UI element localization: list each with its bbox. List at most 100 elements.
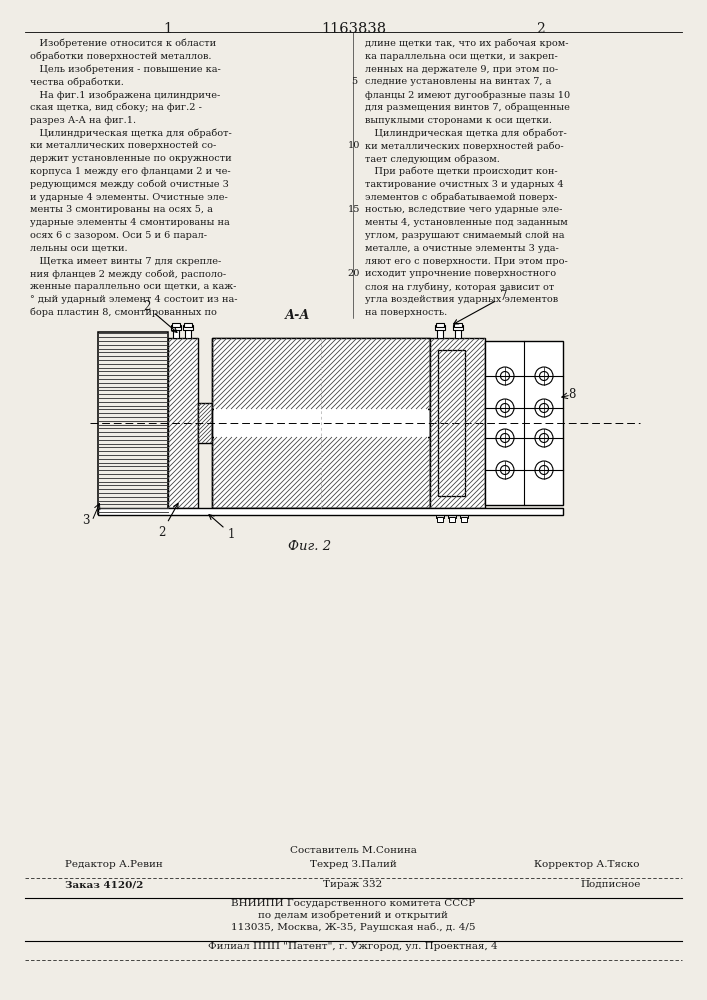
Text: исходит упрочнение поверхностного: исходит упрочнение поверхностного: [365, 269, 556, 278]
Text: обработки поверхностей металлов.: обработки поверхностей металлов.: [30, 52, 211, 61]
Text: Щетка имеет винты 7 для скрепле-: Щетка имеет винты 7 для скрепле-: [30, 257, 221, 266]
Bar: [198, 403, 212, 443]
Text: ляют его с поверхности. При этом про-: ляют его с поверхности. При этом про-: [365, 257, 568, 266]
Text: корпуса 1 между его фланцами 2 и че-: корпуса 1 между его фланцами 2 и че-: [30, 167, 230, 176]
Text: 7: 7: [453, 290, 508, 324]
Text: Филиал ППП "Патент", г. Ужгород, ул. Проектная, 4: Филиал ППП "Патент", г. Ужгород, ул. Про…: [208, 942, 498, 951]
Bar: [436, 323, 444, 327]
Bar: [98, 508, 563, 515]
Circle shape: [496, 399, 514, 417]
Text: углом, разрушают снимаемый слой на: углом, разрушают снимаемый слой на: [365, 231, 564, 240]
Text: редующимся между собой очистные 3: редующимся между собой очистные 3: [30, 180, 229, 189]
Text: 113035, Москва, Ж-35, Раушская наб., д. 4/5: 113035, Москва, Ж-35, Раушская наб., д. …: [230, 922, 475, 932]
Text: для размещения винтов 7, обращенные: для размещения винтов 7, обращенные: [365, 103, 570, 112]
Circle shape: [535, 399, 553, 417]
Text: на поверхность.: на поверхность.: [365, 308, 448, 317]
Text: Заказ 4120/2: Заказ 4120/2: [65, 880, 144, 889]
Bar: [212, 338, 430, 508]
Bar: [437, 328, 443, 338]
Text: 5: 5: [351, 77, 357, 86]
Text: ки металлических поверхностей рабо-: ки металлических поверхностей рабо-: [365, 141, 563, 151]
Text: чества обработки.: чества обработки.: [30, 77, 124, 87]
Text: 2: 2: [143, 300, 177, 332]
Bar: [436, 510, 444, 518]
Text: Техред З.Палий: Техред З.Палий: [310, 860, 397, 869]
Text: 1163838: 1163838: [321, 22, 386, 36]
Text: металле, а очистные элементы 3 уда-: металле, а очистные элементы 3 уда-: [365, 244, 559, 253]
Text: ностью, вследствие чего ударные эле-: ностью, вследствие чего ударные эле-: [365, 205, 562, 214]
Text: выпуклыми сторонами к оси щетки.: выпуклыми сторонами к оси щетки.: [365, 116, 552, 125]
Bar: [183, 325, 193, 330]
Text: слоя на глубину, которая зависит от: слоя на глубину, которая зависит от: [365, 282, 554, 292]
Text: 3: 3: [82, 514, 90, 527]
Text: При работе щетки происходит кон-: При работе щетки происходит кон-: [365, 167, 558, 176]
Circle shape: [535, 461, 553, 479]
Text: 1: 1: [163, 22, 173, 36]
Bar: [212, 437, 430, 508]
Bar: [438, 350, 465, 496]
Circle shape: [496, 429, 514, 447]
Text: держит установленные по окружности: держит установленные по окружности: [30, 154, 232, 163]
Bar: [172, 323, 180, 327]
Text: Тираж 332: Тираж 332: [323, 880, 382, 889]
Circle shape: [496, 367, 514, 385]
Bar: [437, 517, 443, 522]
Text: тает следующим образом.: тает следующим образом.: [365, 154, 500, 164]
Bar: [455, 328, 461, 338]
Bar: [171, 325, 181, 330]
Text: осях 6 с зазором. Оси 5 и 6 парал-: осях 6 с зазором. Оси 5 и 6 парал-: [30, 231, 207, 240]
Bar: [173, 328, 179, 338]
Text: ния фланцев 2 между собой, располо-: ния фланцев 2 между собой, располо-: [30, 269, 226, 279]
Bar: [460, 510, 468, 518]
Text: тактирование очистных 3 и ударных 4: тактирование очистных 3 и ударных 4: [365, 180, 563, 189]
Circle shape: [496, 461, 514, 479]
Bar: [168, 338, 198, 508]
Text: 8: 8: [568, 388, 575, 401]
Text: Подписное: Подписное: [580, 880, 641, 889]
Text: Корректор А.Тяско: Корректор А.Тяско: [534, 860, 640, 869]
Bar: [185, 328, 191, 338]
Text: и ударные 4 элементы. Очистные эле-: и ударные 4 элементы. Очистные эле-: [30, 193, 228, 202]
Text: менты 3 смонтированы на осях 5, а: менты 3 смонтированы на осях 5, а: [30, 205, 213, 214]
Bar: [98, 332, 168, 514]
Bar: [461, 517, 467, 522]
Text: 2: 2: [536, 22, 544, 36]
Bar: [449, 517, 455, 522]
Text: 10: 10: [348, 141, 360, 150]
Text: бора пластин 8, смонтированных по: бора пластин 8, смонтированных по: [30, 308, 217, 317]
Text: длине щетки так, что их рабочая кром-: длине щетки так, что их рабочая кром-: [365, 39, 568, 48]
Text: фланцы 2 имеют дугообразные пазы 10: фланцы 2 имеют дугообразные пазы 10: [365, 90, 570, 100]
Text: ленных на держателе 9, при этом по-: ленных на держателе 9, при этом по-: [365, 65, 558, 74]
Text: ки металлических поверхностей со-: ки металлических поверхностей со-: [30, 141, 216, 150]
Bar: [212, 338, 430, 409]
Text: ская щетка, вид сбоку; на фиг.2 -: ская щетка, вид сбоку; на фиг.2 -: [30, 103, 202, 112]
Text: ударные элементы 4 смонтированы на: ударные элементы 4 смонтированы на: [30, 218, 230, 227]
Bar: [485, 341, 563, 505]
Text: 2: 2: [158, 504, 178, 539]
Bar: [453, 325, 463, 330]
Circle shape: [535, 367, 553, 385]
Text: по делам изобретений и открытий: по делам изобретений и открытий: [258, 910, 448, 920]
Text: Цилиндрическая щетка для обработ-: Цилиндрическая щетка для обработ-: [365, 129, 567, 138]
Text: 1: 1: [209, 515, 235, 541]
Text: ВНИИПИ Государственного комитета СССР: ВНИИПИ Государственного комитета СССР: [231, 899, 475, 908]
Text: Изобретение относится к области: Изобретение относится к области: [30, 39, 216, 48]
Text: Фиг. 2: Фиг. 2: [288, 540, 332, 553]
Text: угла воздействия ударных элементов: угла воздействия ударных элементов: [365, 295, 558, 304]
Text: ° дый ударный элемент 4 состоит из на-: ° дый ударный элемент 4 состоит из на-: [30, 295, 238, 304]
Text: ка параллельна оси щетки, и закреп-: ка параллельна оси щетки, и закреп-: [365, 52, 558, 61]
Text: 15: 15: [348, 205, 360, 214]
Text: следние установлены на винтах 7, а: следние установлены на винтах 7, а: [365, 77, 551, 86]
Bar: [454, 323, 462, 327]
Bar: [212, 409, 430, 437]
Text: Редактор А.Ревин: Редактор А.Ревин: [65, 860, 163, 869]
Text: 20: 20: [348, 269, 360, 278]
Text: разрез А-А на фиг.1.: разрез А-А на фиг.1.: [30, 116, 136, 125]
Text: лельны оси щетки.: лельны оси щетки.: [30, 244, 128, 253]
Text: На фиг.1 изображена цилиндриче-: На фиг.1 изображена цилиндриче-: [30, 90, 221, 100]
Bar: [184, 323, 192, 327]
Bar: [430, 338, 485, 508]
Bar: [435, 325, 445, 330]
Text: Цилиндрическая щетка для обработ-: Цилиндрическая щетка для обработ-: [30, 129, 232, 138]
Circle shape: [535, 429, 553, 447]
